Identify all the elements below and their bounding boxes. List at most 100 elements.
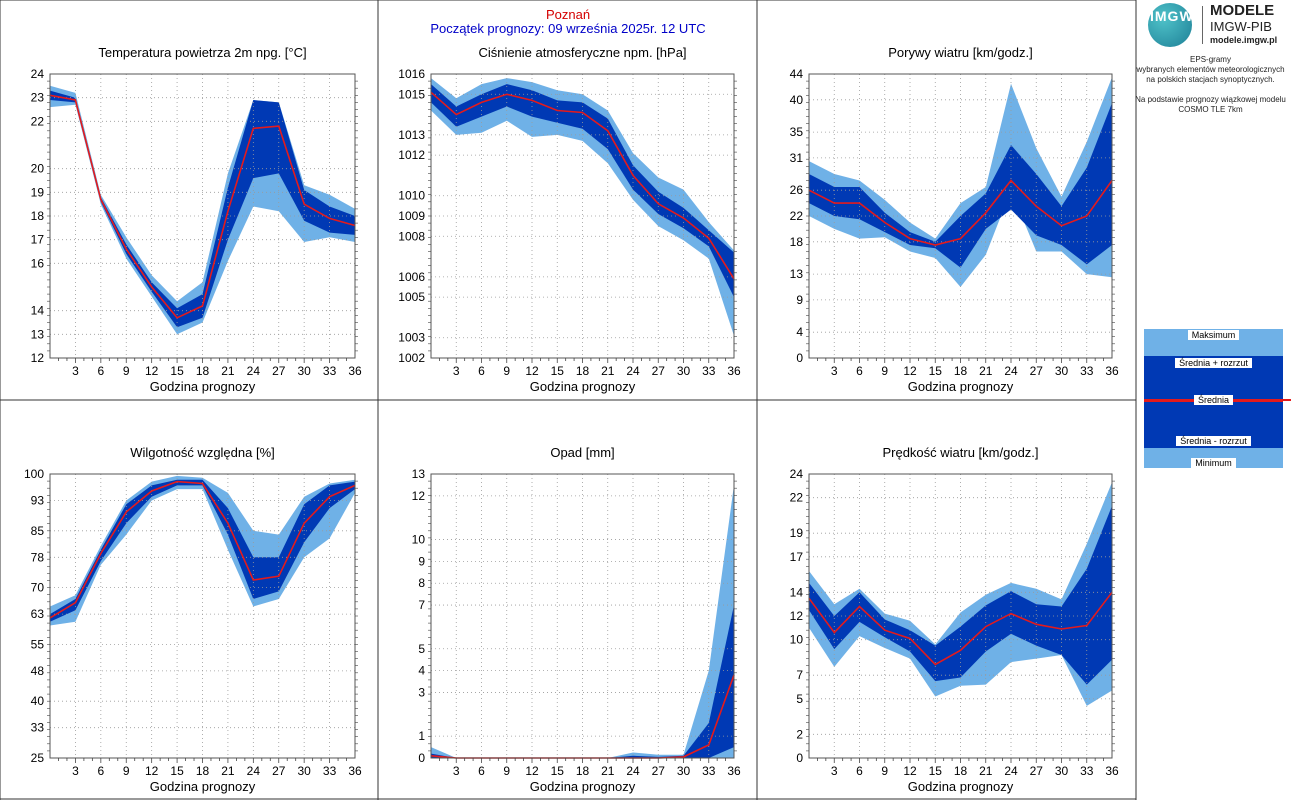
y-tick-label: 18 — [31, 209, 45, 223]
x-tick-label: 15 — [929, 764, 943, 778]
imgw-logo: IMGW MODELE IMGW-PIB modele.imgw.pl — [1140, 0, 1291, 50]
x-tick-label: 12 — [145, 364, 159, 378]
y-tick-label: 17 — [790, 550, 804, 564]
y-tick-label: 0 — [418, 751, 425, 765]
x-tick-label: 33 — [1080, 364, 1094, 378]
mean-line — [808, 591, 1113, 666]
forecast-start: Początek prognozy: 09 września 2025r. 12… — [430, 21, 706, 36]
y-tick-label: 9 — [796, 293, 803, 307]
desc-line: EPS-gramy — [1190, 55, 1231, 64]
x-tick-label: 30 — [677, 764, 691, 778]
chart-title: Opad [mm] — [550, 445, 614, 460]
description: EPS-gramy wybranych elementów meteorolog… — [1130, 55, 1291, 115]
x-tick-label: 24 — [626, 764, 640, 778]
x-tick-label: 12 — [525, 364, 539, 378]
x-tick-label: 27 — [1030, 764, 1044, 778]
x-axis-label: Godzina prognozy — [530, 779, 636, 794]
x-tick-label: 30 — [1055, 364, 1069, 378]
x-tick-label: 33 — [323, 764, 337, 778]
x-tick-label: 9 — [881, 764, 888, 778]
y-tick-label: 1009 — [398, 209, 425, 223]
x-tick-label: 9 — [123, 364, 130, 378]
x-tick-label: 24 — [1004, 364, 1018, 378]
x-tick-label: 27 — [652, 364, 666, 378]
y-tick-label: 40 — [790, 93, 804, 107]
y-tick-label: 12 — [31, 351, 45, 365]
x-tick-label: 36 — [727, 764, 741, 778]
x-tick-label: 30 — [677, 364, 691, 378]
y-tick-label: 44 — [790, 67, 804, 81]
y-tick-label: 13 — [790, 267, 804, 281]
legend-mean: Średnia — [1193, 395, 1234, 405]
y-tick-label: 1016 — [398, 67, 425, 81]
y-tick-label: 63 — [31, 607, 45, 621]
x-tick-label: 12 — [903, 364, 917, 378]
y-tick-label: 22 — [790, 491, 804, 505]
y-tick-label: 4 — [418, 664, 425, 678]
x-tick-label: 24 — [247, 364, 261, 378]
y-tick-label: 18 — [790, 235, 804, 249]
chart-temp: Temperatura powietrza 2m npg. [°C] 12 13 14… — [31, 45, 362, 394]
y-tick-label: 31 — [790, 151, 804, 165]
y-tick-label: 1003 — [398, 331, 425, 345]
x-tick-label: 33 — [702, 364, 716, 378]
mean-line — [808, 179, 1113, 246]
y-tick-label: 55 — [31, 637, 45, 651]
x-tick-label: 36 — [727, 364, 741, 378]
y-tick-label: 20 — [31, 162, 45, 176]
x-tick-label: 27 — [272, 364, 286, 378]
x-tick-label: 3 — [72, 364, 79, 378]
y-tick-label: 26 — [790, 183, 804, 197]
y-tick-label: 24 — [31, 67, 45, 81]
x-tick-label: 6 — [478, 364, 485, 378]
y-tick-label: 93 — [31, 494, 45, 508]
x-tick-label: 30 — [297, 764, 311, 778]
x-tick-label: 21 — [221, 364, 235, 378]
x-tick-label: 6 — [97, 764, 104, 778]
x-tick-label: 12 — [145, 764, 159, 778]
y-tick-label: 1010 — [398, 189, 425, 203]
x-tick-label: 12 — [903, 764, 917, 778]
y-tick-label: 4 — [796, 325, 803, 339]
x-tick-label: 21 — [601, 764, 615, 778]
desc-line: na polskich stacjach synoptycznych. — [1146, 75, 1275, 84]
y-tick-label: 13 — [31, 327, 45, 341]
y-tick-label: 40 — [31, 694, 45, 708]
legend-mean-minus: Średnia - rozrzut — [1176, 436, 1251, 446]
x-axis-label: Godzina prognozy — [150, 779, 256, 794]
y-tick-label: 1006 — [398, 270, 425, 284]
legend-mean-plus: Średnia + rozrzut — [1175, 358, 1252, 368]
chart-title: Ciśnienie atmosferyczne npm. [hPa] — [478, 45, 686, 60]
logo-title: MODELE — [1210, 2, 1275, 19]
legend-mean-extension — [1283, 399, 1291, 401]
x-tick-label: 6 — [97, 364, 104, 378]
y-tick-label: 9 — [418, 554, 425, 568]
chart-press: Ciśnienie atmosferyczne npm. [hPa] 1002 10… — [398, 45, 741, 394]
y-tick-label: 12 — [790, 609, 804, 623]
x-axis-label: Godzina prognozy — [908, 379, 1014, 394]
x-tick-label: 9 — [881, 364, 888, 378]
x-tick-label: 24 — [1004, 764, 1018, 778]
y-tick-label: 1015 — [398, 87, 425, 101]
plot-frame — [430, 473, 735, 759]
imgw-logo-mark — [1148, 3, 1192, 47]
y-tick-label: 0 — [796, 351, 803, 365]
x-tick-label: 18 — [954, 364, 968, 378]
x-tick-label: 6 — [856, 364, 863, 378]
y-tick-label: 10 — [790, 633, 804, 647]
x-tick-label: 3 — [453, 364, 460, 378]
chart-title: Wilgotność względna [%] — [130, 445, 275, 460]
y-tick-label: 1013 — [398, 128, 425, 142]
y-tick-label: 35 — [790, 125, 804, 139]
y-tick-label: 3 — [418, 685, 425, 699]
x-tick-label: 36 — [1105, 764, 1119, 778]
y-tick-label: 8 — [418, 576, 425, 590]
x-axis-label: Godzina prognozy — [908, 779, 1014, 794]
mean-line — [430, 91, 735, 280]
station-name: Poznań — [545, 7, 591, 22]
y-tick-label: 7 — [418, 598, 425, 612]
x-tick-label: 30 — [297, 364, 311, 378]
logo-org: IMGW-PIB — [1210, 19, 1272, 34]
y-tick-label: 12 — [412, 489, 426, 503]
chart-wind: Prędkość wiatru [km/godz.] 0 2 5 7 10 12 14 17 19… — [790, 445, 1119, 794]
